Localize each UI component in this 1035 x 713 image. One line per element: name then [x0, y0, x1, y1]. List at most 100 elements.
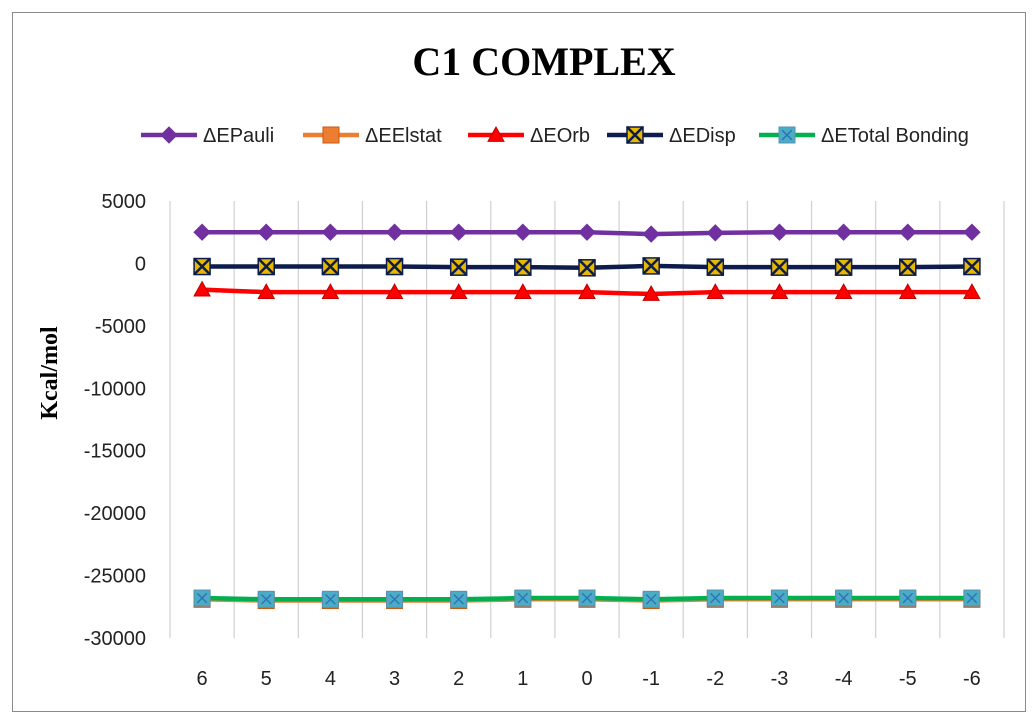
data-point: [449, 223, 468, 241]
legend-marker: [160, 126, 178, 144]
data-point: [385, 283, 404, 300]
data-point: [706, 589, 724, 607]
series-2: [193, 280, 981, 301]
legend-item: ΔEPauli: [141, 125, 274, 147]
x-tick-label: -3: [771, 668, 789, 690]
y-tick-label: -30000: [84, 628, 146, 650]
legend: ΔEPauli ΔEElstat ΔEOrb ΔEDisp ΔETotal Bondin…: [141, 125, 969, 147]
data-point: [642, 225, 660, 243]
x-tick-label: -1: [642, 668, 660, 690]
legend-marker: [778, 126, 796, 144]
legend-label: ΔEOrb: [530, 125, 590, 147]
data-point: [385, 257, 404, 276]
legend-marker: [487, 125, 505, 142]
x-tick-label: -6: [963, 668, 981, 690]
data-point: [834, 223, 853, 241]
legend-label: ΔETotal Bonding: [821, 125, 969, 147]
legend-item: ΔETotal Bonding: [759, 125, 969, 147]
legend-item: ΔEOrb: [468, 125, 590, 147]
chart-title: C1 COMPLEX: [412, 39, 675, 84]
data-point: [321, 283, 340, 300]
data-point: [514, 589, 532, 607]
series-0: [193, 223, 981, 243]
data-point: [963, 223, 981, 241]
legend-label: ΔEPauli: [203, 125, 274, 147]
data-point: [899, 589, 917, 607]
y-tick-label: -5000: [95, 316, 146, 338]
data-point: [257, 283, 276, 300]
data-point: [578, 589, 596, 607]
y-axis-label: Kcal/mol: [37, 326, 63, 420]
data-point: [898, 258, 917, 277]
data-point: [963, 283, 981, 300]
data-point: [706, 258, 725, 277]
data-point: [321, 590, 339, 608]
x-tick-label: -5: [899, 668, 917, 690]
y-tick-label: -20000: [84, 503, 146, 525]
x-tick-label: 3: [389, 668, 400, 690]
data-point: [513, 283, 532, 300]
data-point: [449, 283, 468, 300]
x-tick-label: 5: [261, 668, 272, 690]
x-tick-label: 4: [325, 668, 336, 690]
series-group: [193, 223, 981, 610]
data-point: [834, 283, 853, 300]
data-point: [450, 590, 468, 608]
data-point: [706, 224, 725, 242]
data-point: [899, 223, 917, 241]
x-tick-label: -4: [835, 668, 853, 690]
y-tick-label: -10000: [84, 378, 146, 400]
x-tick-label: -2: [706, 668, 724, 690]
data-point: [193, 223, 211, 241]
x-tick-label: 1: [517, 668, 528, 690]
gridlines: [169, 201, 1005, 638]
data-point: [193, 589, 211, 607]
series-4: [193, 589, 981, 608]
data-point: [321, 257, 340, 276]
data-point: [514, 223, 532, 241]
legend-item: ΔEDisp: [607, 125, 736, 147]
legend-label: ΔEElstat: [365, 125, 442, 147]
y-tick-label: -15000: [84, 441, 146, 463]
data-point: [835, 589, 853, 607]
data-point: [321, 223, 340, 241]
chart: C1 COMPLEX Kcal/mol ΔEPauli ΔEElstat ΔEOrb…: [37, 39, 1005, 690]
y-tick-label: 5000: [102, 191, 147, 213]
x-tick-label: 2: [453, 668, 464, 690]
data-point: [386, 590, 404, 608]
data-point: [257, 223, 275, 241]
data-point: [513, 258, 532, 277]
data-point: [898, 283, 917, 300]
data-point: [642, 590, 660, 608]
data-point: [770, 283, 789, 300]
x-tick-label: 0: [581, 668, 592, 690]
data-point: [963, 589, 981, 607]
legend-item: ΔEElstat: [303, 125, 442, 147]
data-point: [834, 258, 853, 277]
x-tick-label: 6: [197, 668, 208, 690]
data-point: [578, 258, 596, 277]
y-tick-label: 0: [135, 253, 146, 275]
x-axis-ticks: 6 5 4 3 2 1 0 -1 -2 -3 -4 -5 -6: [197, 668, 981, 690]
chart-frame: C1 COMPLEX Kcal/mol ΔEPauli ΔEElstat ΔEOrb…: [12, 12, 1026, 712]
legend-marker: [626, 126, 644, 144]
data-point: [257, 590, 275, 608]
series-3: [193, 257, 981, 277]
data-point: [706, 283, 725, 300]
data-point: [642, 284, 661, 301]
data-point: [193, 257, 211, 276]
y-tick-label: -25000: [84, 566, 146, 588]
data-point: [257, 257, 276, 276]
data-point: [770, 258, 789, 277]
data-point: [770, 223, 789, 241]
data-point: [642, 257, 661, 275]
data-point: [578, 223, 596, 241]
y-axis-ticks: 5000 0 -5000 -10000 -15000 -20000 -25000 -30000: [84, 191, 146, 650]
data-point: [578, 283, 596, 300]
legend-label: ΔEDisp: [669, 125, 736, 147]
data-point: [770, 589, 788, 607]
legend-marker: [322, 126, 340, 144]
data-point: [193, 280, 211, 297]
data-point: [963, 257, 981, 276]
data-point: [449, 258, 468, 277]
